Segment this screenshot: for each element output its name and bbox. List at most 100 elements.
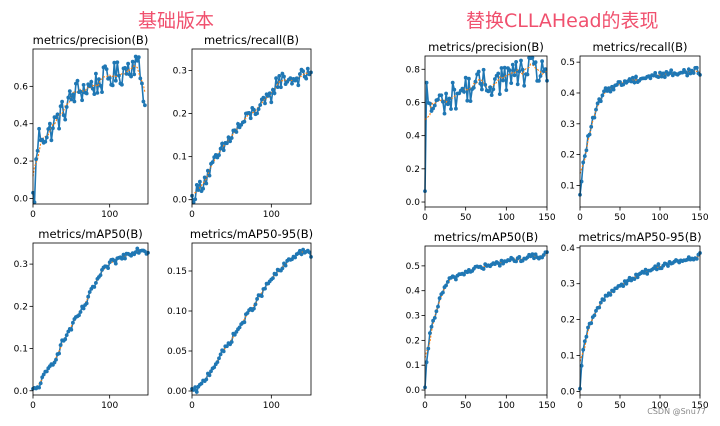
data-point (642, 271, 646, 275)
data-point (478, 81, 483, 86)
data-point (212, 365, 217, 370)
data-point (301, 247, 305, 252)
data-point (194, 183, 199, 187)
data-point (298, 72, 302, 76)
data-point (274, 76, 278, 81)
data-point (81, 306, 86, 311)
data-point (228, 139, 233, 144)
data-point (538, 74, 543, 78)
smoothed-line (191, 72, 312, 197)
data-point (509, 81, 514, 85)
data-point (84, 301, 89, 306)
x-tick-label: 150 (538, 213, 555, 223)
data-point (133, 250, 138, 255)
data-point (582, 154, 587, 159)
data-point (63, 337, 68, 342)
data-point (533, 60, 538, 65)
data-point (126, 61, 130, 66)
section-heading-cllahead: 替换CLLAHead的表现 (466, 10, 659, 32)
data-point (694, 257, 699, 261)
y-tick-label: 0.2 (14, 157, 28, 167)
data-point (514, 259, 518, 264)
data-point (304, 76, 309, 81)
data-point (510, 62, 515, 67)
data-point (301, 69, 305, 74)
data-point (140, 81, 144, 86)
y-tick-label: 0.4 (561, 89, 576, 99)
data-point (107, 76, 112, 80)
data-point (424, 80, 429, 85)
data-point (454, 277, 458, 282)
y-tick-label: 0.0 (406, 198, 421, 208)
x-tick-label: 150 (538, 401, 555, 411)
data-point (517, 255, 522, 259)
data-point (193, 385, 198, 390)
x-tick-label: 50 (614, 213, 626, 223)
data-point (299, 252, 304, 257)
y-tick-label: 0.1 (173, 153, 187, 163)
data-point (225, 141, 229, 146)
data-point (634, 74, 638, 79)
y-tick-label: 0.2 (561, 151, 575, 161)
data-point (428, 101, 432, 106)
data-point (507, 68, 512, 73)
data-point (206, 168, 210, 173)
data-point (234, 130, 239, 134)
data-point (103, 64, 107, 69)
data-point (71, 92, 75, 97)
data-point (272, 91, 277, 96)
data-point (280, 71, 285, 76)
data-point (204, 377, 209, 382)
data-point (221, 349, 226, 354)
data-point (634, 272, 638, 277)
data-point (581, 160, 586, 165)
y-tick-label: 0.5 (406, 262, 420, 272)
x-tick-label: 0 (189, 401, 195, 411)
data-point (489, 93, 494, 97)
data-point (592, 115, 597, 120)
data-point (94, 281, 98, 285)
data-point (436, 97, 440, 102)
x-tick-label: 0 (189, 210, 195, 220)
data-point (659, 74, 664, 79)
data-point (225, 344, 229, 349)
data-point (143, 103, 147, 108)
data-point (92, 92, 97, 96)
data-point (608, 89, 613, 94)
data-point (98, 83, 103, 88)
data-point (258, 103, 263, 107)
data-point (584, 334, 589, 339)
data-point (44, 369, 49, 374)
data-point (80, 98, 84, 103)
data-point (40, 137, 45, 142)
data-point (606, 86, 611, 91)
plot-frame (191, 48, 312, 205)
data-point (305, 66, 310, 71)
data-point (255, 111, 259, 116)
data-point (282, 74, 286, 79)
data-point (253, 302, 258, 307)
data-point (138, 76, 143, 81)
data-point (589, 124, 594, 129)
data-point (296, 83, 301, 88)
watermark: CSDN @Snu77 (647, 407, 706, 416)
section-heading-baseline: 基础版本 (138, 10, 215, 32)
data-point (653, 264, 658, 269)
chart-title: metrics/recall(B) (204, 33, 299, 47)
data-point (504, 88, 509, 92)
data-point (43, 139, 48, 144)
data-point (236, 122, 240, 126)
data-point (598, 300, 603, 305)
data-point (432, 316, 437, 320)
data-point (193, 197, 198, 202)
data-point (259, 294, 264, 298)
data-point (136, 55, 141, 60)
data-point (255, 297, 259, 301)
data-point (226, 135, 231, 140)
data-point (55, 112, 60, 117)
smoothed-line (579, 70, 701, 174)
chart-title: metrics/recall(B) (592, 40, 687, 54)
y-tick-label: 0.2 (14, 302, 28, 312)
data-point (618, 80, 622, 84)
